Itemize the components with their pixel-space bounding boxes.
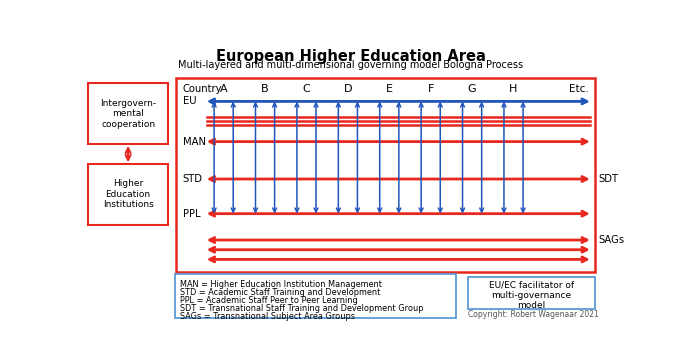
Text: STD = Academic Staff Training and Development: STD = Academic Staff Training and Develo…: [180, 288, 380, 297]
Text: Multi-layered and multi-dimensional governing model Bologna Process: Multi-layered and multi-dimensional gove…: [179, 60, 523, 70]
Text: Intergovern-
mental
cooperation: Intergovern- mental cooperation: [100, 99, 156, 129]
Text: Country: Country: [183, 84, 222, 94]
Text: A: A: [220, 84, 227, 94]
Text: PPL: PPL: [183, 209, 200, 219]
Text: SDT = Transnational Staff Training and Development Group: SDT = Transnational Staff Training and D…: [180, 304, 423, 313]
Text: MAN: MAN: [183, 136, 206, 147]
Text: SAGs: SAGs: [599, 235, 625, 245]
Text: SDT: SDT: [599, 174, 619, 184]
Text: B: B: [261, 84, 269, 94]
Text: Etc.: Etc.: [569, 84, 589, 94]
Text: STD: STD: [183, 174, 203, 184]
Text: H: H: [510, 84, 518, 94]
Text: European Higher Education Area: European Higher Education Area: [216, 49, 486, 64]
Text: PPL = Academic Staff Peer to Peer Learning: PPL = Academic Staff Peer to Peer Learni…: [180, 296, 358, 305]
Text: EU/EC facilitator of
multi-governance
model: EU/EC facilitator of multi-governance mo…: [489, 280, 574, 310]
Text: E: E: [386, 84, 393, 94]
Text: G: G: [468, 84, 476, 94]
Bar: [88, 84, 168, 144]
Text: MAN = Higher Education Institution Management: MAN = Higher Education Institution Manag…: [180, 280, 382, 289]
Text: C: C: [303, 84, 310, 94]
Bar: [175, 274, 456, 318]
Text: Higher
Education
Institutions: Higher Education Institutions: [103, 179, 153, 209]
Bar: [176, 78, 595, 272]
Text: Copyright: Robert Wagenaar 2021: Copyright: Robert Wagenaar 2021: [468, 310, 599, 319]
Text: F: F: [427, 84, 434, 94]
Bar: [88, 164, 168, 225]
Text: EU: EU: [183, 96, 197, 107]
Bar: [468, 278, 595, 309]
Text: D: D: [344, 84, 352, 94]
Text: SAGs = Transnational Subject Area Groups: SAGs = Transnational Subject Area Groups: [180, 311, 355, 320]
